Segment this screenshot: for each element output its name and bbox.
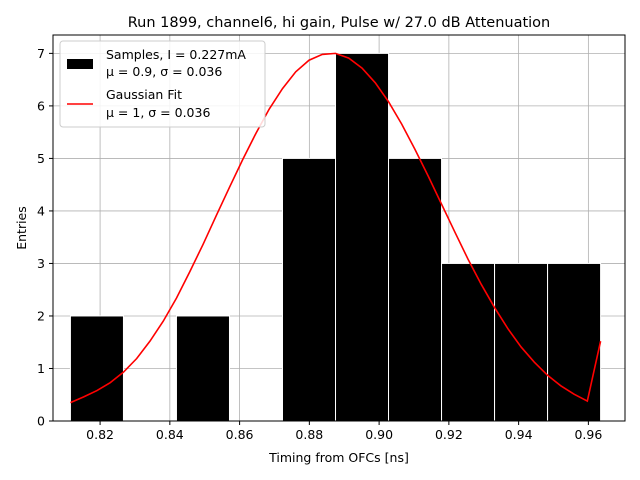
y-tick-label: 1	[37, 361, 45, 376]
histogram-bar	[281, 157, 337, 422]
legend-samples-label: Samples, I = 0.227mA	[106, 47, 246, 62]
histogram-bars	[69, 52, 602, 422]
chart-title: Run 1899, channel6, hi gain, Pulse w/ 27…	[128, 15, 551, 31]
legend-samples-stats: μ = 0.9, σ = 0.036	[106, 64, 222, 79]
histogram-bar	[441, 262, 496, 422]
x-tick-label: 0.88	[295, 427, 323, 442]
y-tick-label: 3	[37, 256, 45, 271]
x-axis-ticks: 0.82 0.84 0.86 0.88 0.90 0.92 0.94 0.96	[86, 421, 602, 442]
legend-fit-stats: μ = 1, σ = 0.036	[106, 105, 210, 120]
y-tick-label: 0	[37, 414, 45, 429]
histogram-bar	[494, 262, 549, 422]
histogram-bar	[69, 315, 124, 422]
histogram-bar	[335, 52, 390, 422]
x-tick-label: 0.94	[505, 427, 533, 442]
histogram-bar	[547, 262, 602, 422]
x-axis-label: Timing from OFCs [ns]	[268, 450, 409, 465]
plot-frame	[52, 34, 626, 422]
x-tick-label: 0.92	[435, 427, 463, 442]
y-tick-label: 7	[37, 46, 45, 61]
x-tick-label: 0.90	[365, 427, 393, 442]
x-tick-label: 0.82	[86, 427, 114, 442]
y-tick-label: 4	[37, 203, 45, 218]
fit-curve-layer	[70, 52, 602, 404]
histogram-bar	[388, 157, 443, 422]
y-tick-label: 2	[37, 308, 45, 323]
legend-fit-label: Gaussian Fit	[106, 87, 182, 102]
legend-samples-swatch	[67, 59, 93, 69]
x-tick-label: 0.96	[574, 427, 602, 442]
y-axis-label: Entries	[14, 206, 29, 250]
legend-box	[59, 40, 266, 128]
y-tick-label: 6	[37, 98, 45, 113]
gaussian-fit-line	[70, 52, 602, 404]
histogram-bar	[175, 315, 230, 422]
x-tick-label: 0.84	[156, 427, 184, 442]
x-tick-label: 0.86	[226, 427, 254, 442]
y-axis-ticks: 0 1 2 3 4 5 6 7	[37, 46, 53, 429]
legend: Samples, I = 0.227mA μ = 0.9, σ = 0.036 …	[59, 40, 266, 128]
y-tick-label: 5	[37, 151, 45, 166]
